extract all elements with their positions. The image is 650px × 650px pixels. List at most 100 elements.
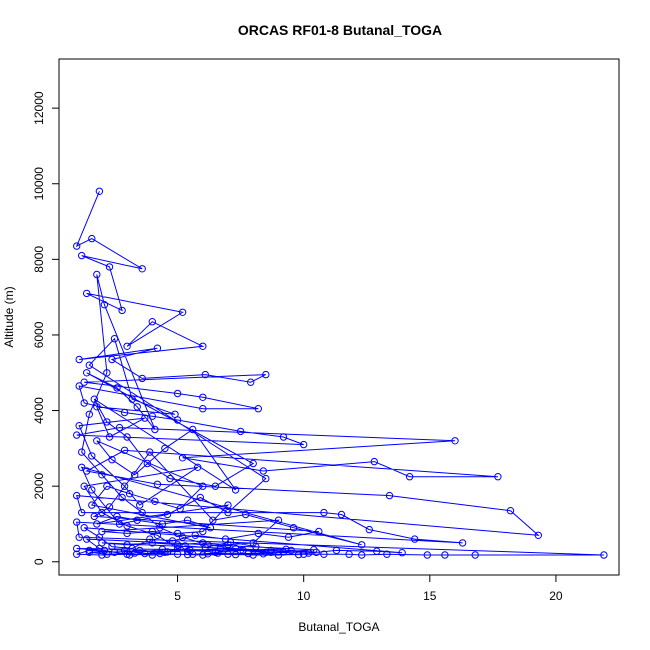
data-point — [75, 355, 83, 364]
data-point — [90, 512, 99, 521]
data-point — [370, 457, 378, 466]
data-point — [125, 490, 134, 498]
data-point — [173, 529, 182, 538]
data-point — [206, 524, 215, 532]
data-point — [141, 549, 149, 558]
data-point — [103, 550, 111, 558]
data-point — [120, 546, 129, 555]
data-point — [189, 425, 197, 434]
data-point — [75, 533, 83, 541]
data-point — [199, 393, 207, 401]
data-point — [173, 541, 182, 549]
data-point — [173, 544, 182, 553]
data-point — [600, 551, 608, 559]
data-point — [262, 370, 270, 379]
data-point — [153, 480, 162, 488]
data-point — [242, 510, 250, 519]
data-point — [85, 410, 94, 418]
data-point — [118, 306, 126, 315]
series-layer — [73, 187, 608, 559]
data-point — [73, 431, 81, 439]
data-point — [279, 433, 288, 441]
data-point — [358, 541, 366, 549]
data-point — [158, 520, 167, 528]
data-point — [358, 551, 366, 559]
data-point — [100, 546, 109, 555]
data-point — [183, 516, 192, 524]
data-point — [75, 422, 83, 430]
data-point — [73, 550, 81, 558]
data-point — [136, 501, 144, 509]
data-point — [80, 482, 88, 490]
data-point — [259, 550, 267, 558]
data-point — [199, 482, 207, 490]
data-point — [95, 544, 104, 553]
data-point — [199, 527, 207, 536]
data-point — [88, 486, 96, 494]
data-point — [224, 508, 232, 517]
data-point — [224, 550, 232, 558]
data-point — [176, 505, 184, 513]
data-point — [494, 473, 502, 481]
data-point — [262, 474, 270, 483]
data-point — [93, 437, 101, 445]
data-point — [78, 463, 86, 471]
data-point — [249, 539, 257, 547]
data-point — [120, 446, 129, 454]
data-point — [148, 551, 157, 559]
data-point — [201, 543, 210, 552]
data-point — [191, 531, 199, 539]
data-point — [199, 551, 207, 559]
data-point — [294, 550, 303, 559]
data-point — [173, 389, 182, 398]
data-point — [267, 546, 275, 555]
x-tick-label: 15 — [423, 589, 437, 603]
data-point — [423, 551, 431, 559]
data-point — [249, 551, 257, 559]
data-point — [133, 403, 141, 411]
data-point — [373, 547, 381, 555]
data-point — [148, 318, 157, 326]
data-point — [231, 550, 240, 559]
data-point — [204, 550, 212, 558]
data-point — [305, 549, 313, 557]
data-point — [267, 548, 275, 556]
data-point — [199, 405, 207, 413]
y-axis: 0 2000 4000 6000 8000 10000 12000 — [32, 91, 60, 565]
data-point — [216, 544, 225, 553]
data-point — [100, 301, 109, 309]
data-point — [320, 508, 328, 517]
data-point — [108, 355, 116, 364]
y-tick-label: 8000 — [32, 246, 46, 273]
data-point — [151, 497, 159, 505]
data-point — [143, 459, 152, 468]
data-point — [78, 508, 86, 517]
data-point — [90, 395, 99, 403]
data-point — [178, 308, 187, 316]
data-point — [226, 538, 235, 546]
data-point — [178, 454, 187, 462]
data-point — [156, 524, 164, 532]
data-point — [312, 548, 320, 556]
y-tick-label: 0 — [32, 558, 46, 565]
data-point — [83, 289, 91, 298]
data-point — [194, 463, 202, 471]
data-point — [73, 544, 81, 553]
data-point — [131, 471, 139, 479]
x-tick-label: 10 — [297, 589, 311, 603]
data-point — [123, 433, 131, 441]
data-point — [178, 533, 187, 541]
data-point — [113, 512, 121, 521]
y-tick-label: 10000 — [32, 167, 46, 201]
data-point — [88, 501, 96, 509]
data-point — [98, 508, 106, 517]
x-axis-label: Butanal_TOGA — [298, 620, 379, 634]
data-point — [287, 546, 295, 555]
data-point — [103, 418, 111, 426]
data-point — [153, 344, 162, 352]
data-point — [249, 459, 257, 468]
data-point — [259, 467, 267, 475]
data-point — [123, 522, 131, 530]
data-point — [254, 405, 262, 413]
data-point — [254, 529, 262, 538]
